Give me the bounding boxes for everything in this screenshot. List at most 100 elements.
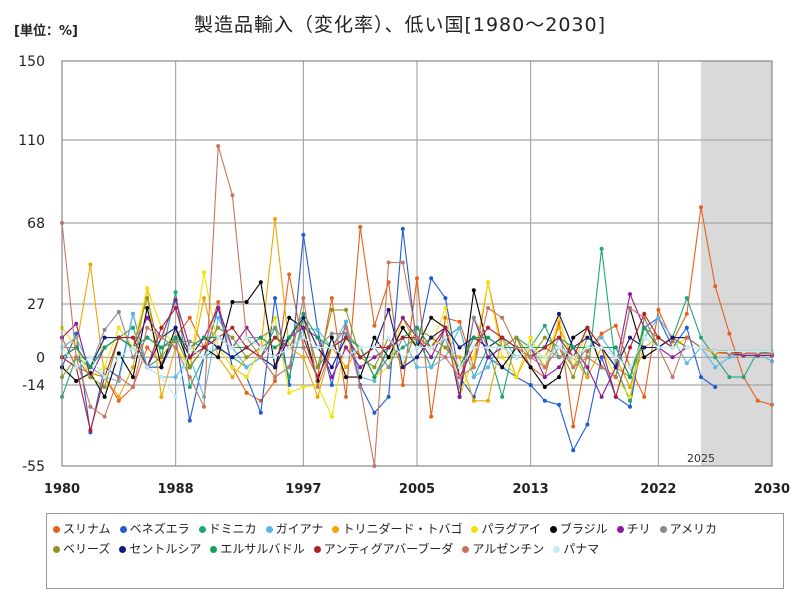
- data-point: [443, 325, 448, 330]
- data-point: [727, 375, 732, 380]
- data-point: [329, 383, 334, 387]
- data-point: [116, 355, 121, 360]
- data-point: [216, 355, 221, 360]
- data-point: [429, 365, 434, 370]
- data-point: [613, 394, 618, 399]
- data-point: [329, 345, 334, 350]
- data-point: [273, 325, 277, 330]
- grid: [62, 61, 772, 466]
- data-point: [400, 345, 405, 350]
- data-point: [244, 365, 249, 370]
- data-point: [202, 335, 206, 340]
- legend-label: アンティグアバーブーダ: [323, 542, 454, 556]
- data-point: [116, 394, 121, 399]
- data-point: [613, 345, 618, 350]
- data-point: [273, 335, 277, 340]
- data-point: [599, 365, 604, 370]
- data-point: [415, 325, 419, 330]
- data-point: [628, 398, 632, 403]
- legend-item: ベネズエラ: [119, 519, 190, 539]
- data-point: [471, 375, 476, 380]
- x-tick-label: 1980: [44, 482, 80, 497]
- data-point: [131, 311, 135, 316]
- data-point: [542, 385, 547, 389]
- data-point: [74, 331, 79, 336]
- data-point: [514, 345, 519, 350]
- legend-item: アメリカ: [659, 519, 718, 539]
- legend-item: スリナム: [53, 519, 111, 539]
- data-point: [500, 345, 505, 350]
- y-tick-label: 68: [27, 216, 45, 232]
- data-point: [557, 355, 561, 360]
- data-point: [173, 325, 178, 330]
- data-point: [145, 315, 150, 320]
- legend-label: トリニダード・トバゴ: [342, 522, 463, 536]
- data-point: [471, 335, 476, 340]
- data-point: [713, 284, 718, 289]
- data-point: [216, 144, 221, 148]
- data-point: [244, 335, 249, 340]
- data-point: [457, 394, 462, 399]
- data-point: [571, 448, 576, 453]
- data-point: [358, 375, 363, 380]
- data-point: [301, 315, 306, 320]
- data-point: [88, 375, 93, 380]
- data-point: [230, 365, 235, 370]
- data-point: [400, 260, 405, 265]
- data-point: [74, 365, 79, 370]
- data-point: [173, 335, 178, 340]
- data-point: [400, 335, 405, 340]
- data-point: [684, 335, 689, 340]
- data-point: [315, 365, 320, 370]
- data-point: [571, 365, 576, 370]
- data-point: [187, 385, 192, 389]
- legend-label: アルゼンチン: [472, 542, 545, 556]
- data-point: [500, 365, 505, 370]
- data-point: [358, 225, 363, 229]
- data-point: [187, 418, 192, 423]
- data-point: [329, 365, 334, 370]
- data-point: [287, 272, 292, 277]
- legend-item: チリ: [616, 519, 651, 539]
- data-point: [287, 390, 292, 395]
- data-point: [216, 300, 221, 304]
- data-point: [329, 375, 334, 380]
- data-point: [542, 355, 547, 360]
- data-point: [74, 321, 79, 326]
- data-point: [557, 345, 561, 350]
- legend-item: ガイアナ: [265, 519, 324, 539]
- data-point: [287, 365, 292, 370]
- data-point: [344, 319, 348, 324]
- data-point: [344, 355, 348, 360]
- data-point: [145, 345, 150, 350]
- data-point: [670, 345, 675, 350]
- legend-marker: [119, 526, 127, 533]
- data-point: [571, 345, 576, 350]
- data-point: [500, 355, 505, 360]
- data-point: [372, 323, 377, 328]
- legend-label: ガイアナ: [275, 522, 324, 536]
- data-point: [315, 335, 320, 340]
- data-point: [755, 349, 760, 354]
- legend-marker: [198, 526, 206, 533]
- data-point: [628, 345, 632, 350]
- data-point: [727, 331, 732, 336]
- legend-marker: [53, 526, 60, 533]
- data-point: [557, 375, 561, 380]
- data-point: [131, 325, 135, 330]
- data-point: [315, 385, 320, 389]
- data-point: [486, 365, 490, 370]
- data-point: [415, 345, 419, 350]
- data-point: [415, 365, 419, 370]
- legend-label: エルサルバドル: [220, 542, 305, 556]
- legend-label: アメリカ: [669, 522, 718, 536]
- data-point: [713, 349, 718, 354]
- data-point: [471, 365, 476, 370]
- data-point: [429, 345, 434, 350]
- data-point: [273, 296, 277, 301]
- data-point: [88, 262, 93, 267]
- data-point: [713, 385, 718, 389]
- data-point: [273, 217, 277, 221]
- legend-label: セントルシア: [129, 542, 202, 556]
- data-point: [301, 311, 306, 316]
